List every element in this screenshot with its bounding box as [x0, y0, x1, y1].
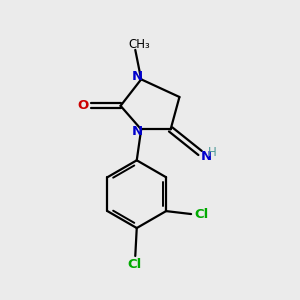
Text: N: N [132, 70, 143, 83]
Text: H: H [208, 146, 217, 159]
Text: N: N [201, 150, 212, 163]
Text: CH₃: CH₃ [129, 38, 151, 51]
Text: Cl: Cl [128, 258, 142, 271]
Text: O: O [77, 99, 88, 112]
Text: Cl: Cl [194, 208, 208, 221]
Text: N: N [132, 125, 143, 138]
